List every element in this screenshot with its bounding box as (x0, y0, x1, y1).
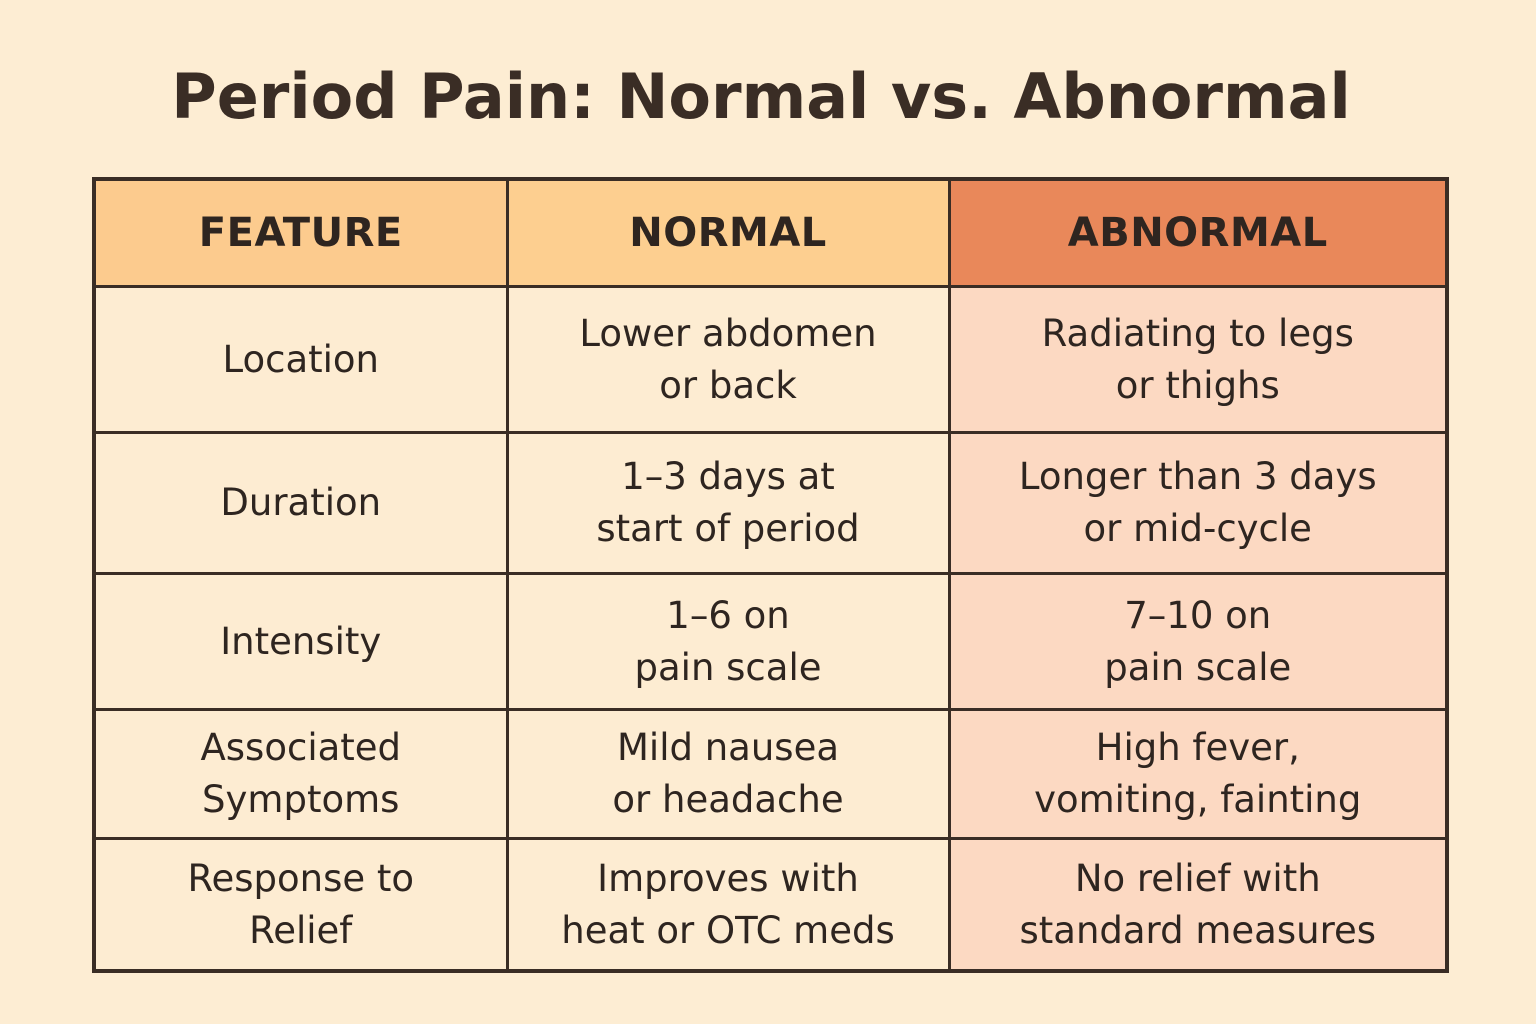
table-row: Location Lower abdomen or back Radiating… (92, 284, 1449, 435)
cell-line: Longer than 3 days (1018, 455, 1377, 499)
feature-cell: Intensity (92, 572, 509, 712)
cell-line: vomiting, fainting (1034, 778, 1362, 822)
cell-line: Lower abdomen (579, 311, 877, 355)
cell-line: heat or OTC meds (561, 908, 895, 952)
normal-cell: 1–6 on pain scale (505, 572, 951, 712)
cell-line: pain scale (634, 645, 822, 689)
cell-line: or back (659, 363, 797, 407)
cell-line: Associated (200, 726, 402, 770)
abnormal-cell: High fever, vomiting, fainting (947, 708, 1449, 841)
abnormal-cell: Radiating to legs or thighs (947, 284, 1449, 435)
cell-line: Location (222, 337, 380, 381)
cell-line: 7–10 on (1124, 593, 1272, 637)
table-row: Intensity 1–6 on pain scale 7–10 on pain… (92, 572, 1449, 712)
cell-line: standard measures (1019, 908, 1377, 952)
feature-cell: Location (92, 284, 509, 435)
normal-cell: 1–3 days at start of period (505, 431, 951, 576)
cell-line: or thighs (1115, 363, 1280, 407)
normal-cell: Mild nausea or headache (505, 708, 951, 841)
normal-cell: Lower abdomen or back (505, 284, 951, 435)
cell-line: Improves with (597, 856, 859, 900)
normal-cell: Improves with heat or OTC meds (505, 837, 951, 973)
cell-line: No relief with (1074, 856, 1321, 900)
feature-cell: Response to Relief (92, 837, 509, 973)
cell-line: 1–6 on (666, 593, 790, 637)
cell-line: Mild nausea (616, 726, 840, 770)
cell-line: pain scale (1104, 645, 1292, 689)
page-title: Period Pain: Normal vs. Abnormal (171, 60, 1351, 133)
table-header-row: FEATURE NORMAL ABNORMAL (92, 177, 1449, 288)
table-row: Response to Relief Improves with heat or… (92, 837, 1449, 973)
feature-cell: Duration (92, 431, 509, 576)
header-feature: FEATURE (92, 177, 509, 288)
feature-cell: Associated Symptoms (92, 708, 509, 841)
abnormal-cell: 7–10 on pain scale (947, 572, 1449, 712)
abnormal-cell: Longer than 3 days or mid-cycle (947, 431, 1449, 576)
cell-line: Radiating to legs (1041, 311, 1354, 355)
cell-line: 1–3 days at (621, 455, 835, 499)
cell-line: Relief (249, 908, 353, 952)
comparison-table: FEATURE NORMAL ABNORMAL Location Lower a… (92, 177, 1449, 973)
abnormal-cell: No relief with standard measures (947, 837, 1449, 973)
table-row: Duration 1–3 days at start of period Lon… (92, 431, 1449, 576)
header-abnormal: ABNORMAL (947, 177, 1449, 288)
cell-line: Symptoms (202, 778, 400, 822)
cell-line: Intensity (220, 619, 382, 663)
header-normal: NORMAL (505, 177, 951, 288)
table-row: Associated Symptoms Mild nausea or heada… (92, 708, 1449, 841)
cell-line: or headache (612, 778, 844, 822)
cell-line: Duration (220, 481, 382, 525)
cell-line: High fever, (1095, 726, 1300, 770)
cell-line: or mid-cycle (1083, 507, 1312, 551)
cell-line: start of period (596, 507, 860, 551)
cell-line: Response to (187, 856, 415, 900)
